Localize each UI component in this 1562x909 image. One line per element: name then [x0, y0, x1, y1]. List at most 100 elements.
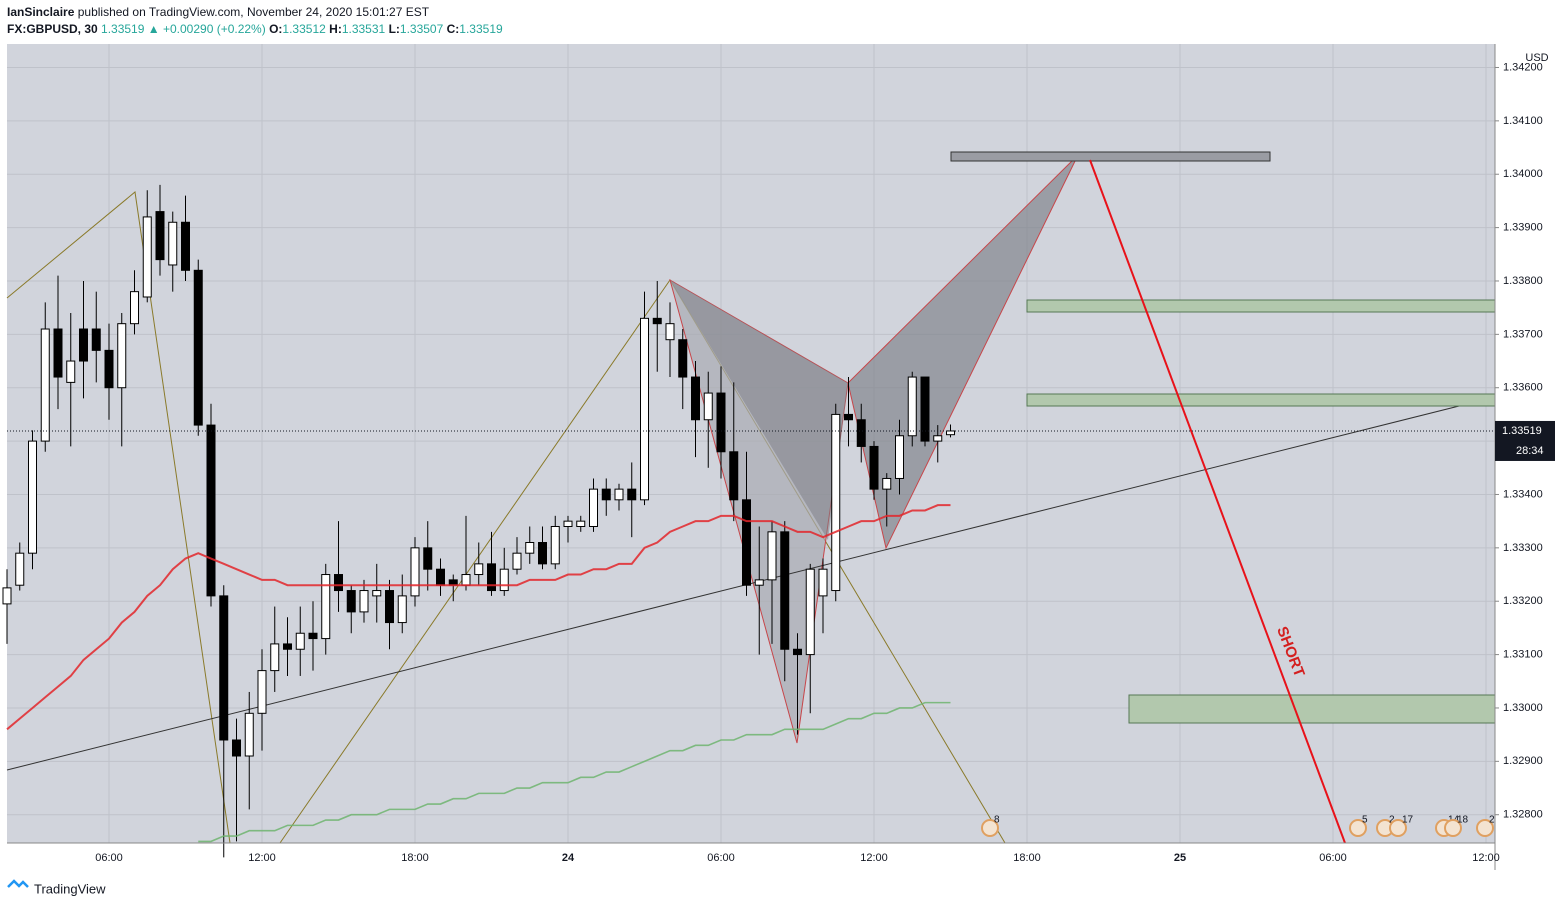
c-label: C:	[446, 22, 460, 36]
candle-body	[15, 552, 25, 586]
y-tick-label: 1.34100	[1503, 115, 1543, 127]
logo	[7, 879, 29, 888]
candle-body	[104, 349, 114, 389]
x-tick-label: 18:00	[401, 852, 429, 864]
published: published on TradingView.com, November 2…	[77, 5, 430, 19]
candle-body	[614, 488, 624, 501]
candle-body	[487, 563, 496, 592]
candle-body	[933, 435, 943, 442]
candle-body	[423, 547, 433, 570]
candle-body	[66, 360, 76, 383]
change: ▲ +0.00290 (+0.22%)	[147, 22, 266, 36]
candle-body	[538, 542, 547, 565]
event-badge	[1444, 819, 1462, 837]
candle-body	[754, 579, 764, 586]
candle-body	[691, 376, 700, 421]
symbol-line: FX:GBPUSD, 30 1.33519 ▲ +0.00290 (+0.22%…	[7, 22, 503, 36]
candle-body	[308, 632, 318, 640]
event-count: 2	[1489, 815, 1495, 826]
candle-body	[474, 563, 484, 576]
candle-body	[780, 531, 790, 650]
event-count: 17	[1402, 815, 1414, 826]
x-tick-label: 06:00	[95, 852, 123, 864]
l-label: L:	[388, 22, 400, 36]
candle-body	[640, 317, 649, 501]
candle-body	[844, 413, 853, 421]
x-tick-label: 12:00	[860, 852, 888, 864]
candle-body	[346, 590, 356, 613]
candle-body	[818, 568, 828, 597]
publish-line: IanSinclaire published on TradingView.co…	[7, 5, 429, 19]
candle-body	[563, 520, 573, 527]
candle-body	[856, 419, 866, 447]
candle-body	[232, 739, 241, 757]
candle-body	[742, 499, 751, 586]
price-label: 1.33519	[1502, 425, 1542, 437]
moving-average	[6, 504, 951, 731]
candle-body	[219, 595, 229, 741]
x-tick-label: 06:00	[1319, 852, 1347, 864]
candle-body	[283, 643, 292, 650]
o: 1.33512	[282, 22, 326, 36]
candle-body	[28, 440, 37, 554]
pattern-shade	[670, 280, 848, 540]
candle-body	[142, 216, 152, 298]
candle-body	[91, 328, 101, 351]
x-tick-label: 12:00	[248, 852, 276, 864]
candle-body	[550, 525, 560, 565]
candle-body	[499, 568, 509, 592]
candle-body	[257, 670, 267, 714]
pattern-bcd	[847, 154, 1079, 550]
candle-body	[793, 648, 802, 656]
y-tick-label: 1.33000	[1503, 702, 1543, 714]
candle-body	[130, 291, 139, 325]
candle-body	[678, 339, 688, 378]
candle-body	[946, 430, 955, 436]
candle-body	[589, 488, 598, 527]
candle-body	[321, 574, 331, 640]
candle-body	[40, 328, 50, 442]
candle-body	[385, 590, 394, 624]
x-tick-label: 06:00	[707, 852, 735, 864]
event-badge	[981, 819, 999, 837]
candle-body	[652, 317, 662, 325]
y-tick-label: 1.32900	[1503, 755, 1543, 767]
c: 1.33519	[459, 22, 503, 36]
candle-body	[601, 488, 611, 501]
y-tick-label: 1.33800	[1503, 275, 1543, 287]
candle-body	[244, 712, 254, 757]
currency: USD	[1525, 52, 1548, 64]
candle-body	[703, 392, 713, 421]
candle-body	[2, 587, 12, 605]
candle-body	[295, 632, 305, 650]
candle-body	[920, 376, 930, 442]
y-tick-label: 1.33300	[1503, 542, 1543, 554]
countdown: 28:34	[1516, 445, 1544, 457]
h: 1.33531	[341, 22, 386, 36]
y-tick-label: 1.33100	[1503, 648, 1543, 660]
candle-body	[895, 435, 904, 479]
event-count: 18	[1457, 815, 1469, 826]
x-tick-label: 18:00	[1013, 852, 1041, 864]
zone	[1128, 694, 1496, 724]
y-tick-label: 1.33900	[1503, 222, 1543, 234]
zone	[1026, 393, 1496, 407]
drawings	[6, 151, 1496, 844]
h-label: H:	[329, 22, 342, 36]
y-tick-label: 1.33600	[1503, 382, 1543, 394]
candle-body	[436, 568, 445, 586]
candle-body	[525, 542, 535, 554]
candle-body	[270, 643, 280, 672]
candle-body	[767, 531, 777, 581]
candle-body	[206, 424, 216, 597]
event-count: 8	[994, 815, 1000, 826]
y-tick-label: 1.34200	[1503, 61, 1543, 73]
event-badge	[1476, 819, 1494, 837]
candle-body	[907, 376, 917, 437]
candle-body	[193, 269, 203, 426]
brand: TradingView	[34, 881, 106, 896]
candle-body	[181, 221, 190, 271]
moving-average	[198, 701, 951, 843]
